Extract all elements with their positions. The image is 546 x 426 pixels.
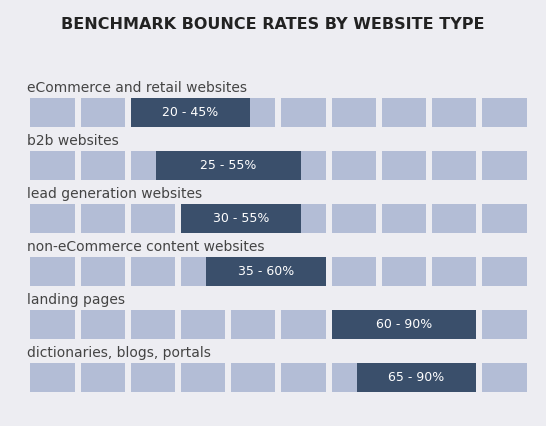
Bar [156, 151, 300, 180]
Bar [282, 204, 325, 233]
Bar [332, 257, 376, 286]
Bar [81, 151, 124, 180]
Bar [432, 151, 476, 180]
Bar [181, 310, 225, 339]
Bar [81, 363, 124, 392]
Bar [181, 204, 300, 233]
Bar [232, 204, 275, 233]
Text: eCommerce and retail websites: eCommerce and retail websites [27, 81, 247, 95]
Bar [232, 363, 275, 392]
Bar [357, 363, 476, 392]
Bar [181, 151, 225, 180]
Bar [382, 204, 426, 233]
Text: dictionaries, blogs, portals: dictionaries, blogs, portals [27, 346, 211, 360]
Bar [181, 257, 225, 286]
Bar [232, 98, 275, 127]
Bar [31, 98, 74, 127]
Bar [282, 98, 325, 127]
Bar [131, 310, 175, 339]
Text: b2b websites: b2b websites [27, 134, 119, 148]
Bar [131, 363, 175, 392]
Bar [483, 204, 526, 233]
Bar [483, 257, 526, 286]
Bar [131, 204, 175, 233]
Bar [332, 310, 376, 339]
Text: 20 - 45%: 20 - 45% [162, 106, 219, 119]
Bar [332, 98, 376, 127]
Text: non-eCommerce content websites: non-eCommerce content websites [27, 240, 265, 254]
Bar [432, 204, 476, 233]
Text: 65 - 90%: 65 - 90% [388, 371, 445, 384]
Bar [432, 98, 476, 127]
Bar [181, 363, 225, 392]
Bar [282, 363, 325, 392]
Bar [31, 310, 74, 339]
Bar [382, 257, 426, 286]
Bar [432, 257, 476, 286]
Text: lead generation websites: lead generation websites [27, 187, 203, 201]
Bar [282, 257, 325, 286]
Bar [232, 310, 275, 339]
Bar [232, 151, 275, 180]
Bar [382, 151, 426, 180]
Text: 35 - 60%: 35 - 60% [238, 265, 294, 278]
Bar [382, 98, 426, 127]
Bar [206, 257, 325, 286]
Bar [181, 204, 225, 233]
Bar [382, 363, 426, 392]
Text: 60 - 90%: 60 - 90% [376, 318, 432, 331]
Bar [483, 98, 526, 127]
Text: 25 - 55%: 25 - 55% [200, 159, 257, 172]
Text: BENCHMARK BOUNCE RATES BY WEBSITE TYPE: BENCHMARK BOUNCE RATES BY WEBSITE TYPE [61, 17, 485, 32]
Bar [81, 204, 124, 233]
Bar [131, 257, 175, 286]
Bar [31, 151, 74, 180]
Text: 30 - 55%: 30 - 55% [212, 212, 269, 225]
Bar [332, 363, 376, 392]
Bar [282, 151, 325, 180]
Bar [483, 310, 526, 339]
Bar [483, 151, 526, 180]
Bar [81, 98, 124, 127]
Bar [81, 257, 124, 286]
Bar [282, 310, 325, 339]
Bar [332, 204, 376, 233]
Bar [232, 257, 275, 286]
Bar [332, 151, 376, 180]
Bar [382, 310, 426, 339]
Bar [131, 151, 175, 180]
Text: landing pages: landing pages [27, 294, 125, 307]
Bar [432, 310, 476, 339]
Bar [31, 257, 74, 286]
Bar [131, 98, 175, 127]
Bar [332, 310, 476, 339]
Bar [31, 363, 74, 392]
Bar [31, 204, 74, 233]
Bar [432, 363, 476, 392]
Bar [483, 363, 526, 392]
Bar [131, 98, 250, 127]
Bar [181, 98, 225, 127]
Bar [81, 310, 124, 339]
